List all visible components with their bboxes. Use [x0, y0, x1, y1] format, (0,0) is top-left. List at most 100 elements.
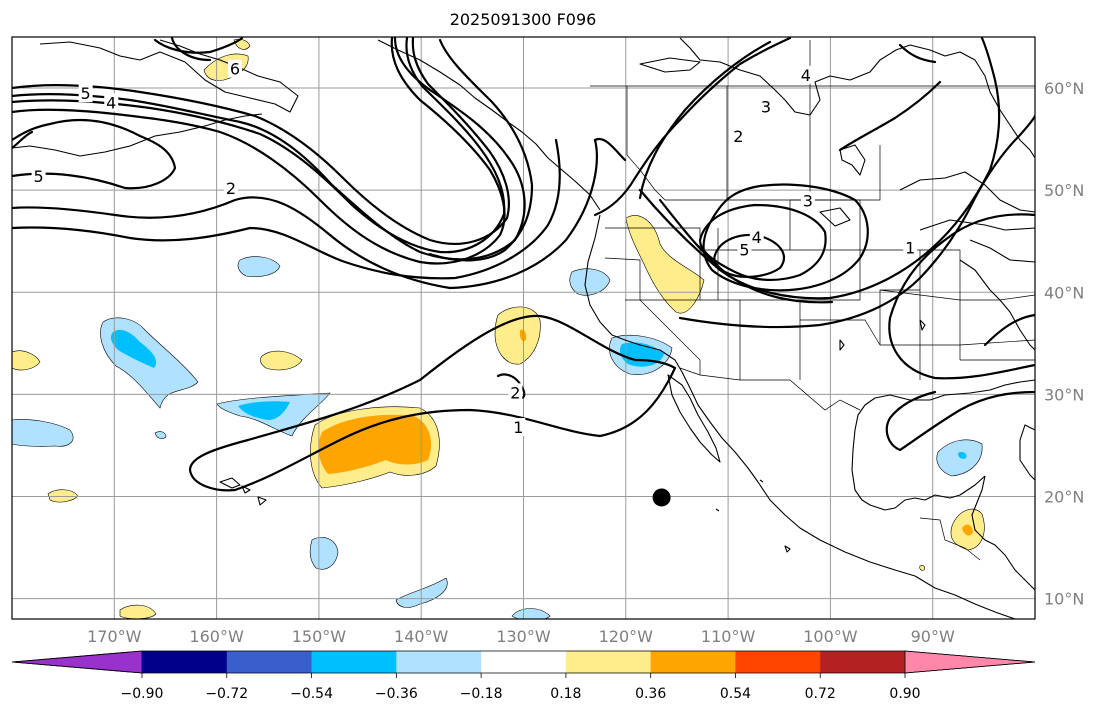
shade-blob: [260, 350, 303, 371]
contour-label-bg: [800, 191, 815, 210]
lat-tick-label: 20°N: [1044, 487, 1084, 506]
shade-blob: [237, 256, 281, 277]
shade-blob: [12, 350, 41, 371]
contour-label: 1: [513, 418, 523, 437]
colorbar-segment: [142, 651, 228, 673]
contour-line: [428, 38, 534, 262]
contour-label-bg: [731, 127, 746, 146]
colorbar-segment: [820, 651, 906, 673]
lon-tick-label: 100°W: [803, 627, 858, 646]
contour-label-bg: [78, 84, 93, 103]
contour-label-bg: [104, 93, 119, 112]
colorbar-tick-label: 0.90: [889, 686, 920, 702]
lat-tick-label: 40°N: [1044, 283, 1084, 302]
coastline: [39, 39, 299, 113]
shade-blob: [12, 419, 74, 447]
contour-line: [170, 37, 212, 62]
colorbar-tick-label: 0.54: [720, 686, 751, 702]
shade-blob: [154, 431, 167, 439]
gridlines: [12, 37, 1035, 619]
lon-tick-label: 160°W: [189, 627, 244, 646]
contour-label: 2: [510, 383, 520, 402]
coastline: [1019, 424, 1035, 481]
lon-tick-label: 110°W: [701, 627, 756, 646]
shade-blob: [119, 604, 157, 619]
contour-label: 1: [905, 238, 915, 257]
colorbar: −0.90 −0.72 −0.54 −0.36 −0.18 0.18 0.36 0.54 0.7…: [11, 650, 1036, 702]
contour-line: [638, 37, 1001, 300]
storm-position-marker: [652, 488, 671, 507]
contour-label: 4: [801, 66, 811, 85]
contour-line: [12, 37, 244, 150]
shade-blob: [511, 608, 551, 619]
colorbar-segment: [481, 651, 567, 673]
map-frame: [11, 36, 1036, 620]
coastline: [959, 259, 1035, 351]
colorbar-tick-label: −0.72: [205, 686, 248, 702]
contour-label: 4: [106, 93, 116, 112]
lon-tick-label: 130°W: [496, 627, 551, 646]
colorbar-extend-high: [904, 650, 1036, 674]
lat-tick-label: 50°N: [1044, 181, 1084, 200]
coastline: [919, 219, 1035, 263]
shade-blob: [318, 414, 432, 474]
political-borders: [590, 40, 1035, 561]
contour-line: [885, 390, 1035, 452]
colorbar-tick-label: 0.18: [550, 686, 581, 702]
colorbar-segment: [565, 651, 652, 673]
coastline: [584, 214, 1016, 619]
coastline: [219, 477, 267, 506]
contour-line: [12, 37, 510, 245]
contour-line: [12, 37, 506, 265]
contour-label-bg: [737, 240, 752, 259]
contour-label: 3: [803, 191, 813, 210]
contour-line: [698, 203, 827, 282]
shaded-anomaly-areas: [12, 38, 985, 619]
contour-label: 2: [226, 179, 236, 198]
colorbar-tick-label: 0.72: [805, 686, 836, 702]
coastline: [899, 171, 1035, 213]
contour-label-bg: [228, 59, 243, 78]
contour-label-bg: [798, 65, 813, 84]
coastline: [667, 374, 721, 463]
colorbar-segment: [396, 651, 482, 673]
contour-line: [713, 233, 785, 278]
contour-line: [888, 213, 1035, 380]
shade-blob: [569, 268, 611, 296]
lat-tick-label: 10°N: [1044, 590, 1084, 609]
coastlines: [12, 37, 1035, 619]
border-line: [679, 367, 861, 411]
coastline: [839, 144, 866, 176]
shade-blob: [962, 524, 973, 536]
shade-blob: [936, 439, 983, 477]
contour-lines: [12, 37, 1035, 492]
border-line: [639, 199, 881, 380]
coastline: [971, 475, 1035, 591]
contour-label: 2: [733, 127, 743, 146]
colorbar-segment: [735, 651, 821, 673]
coastline: [679, 37, 1035, 159]
shade-blob: [309, 537, 339, 570]
lat-tick-label: 30°N: [1044, 385, 1084, 404]
shade-blob: [958, 451, 967, 459]
contour-line: [658, 183, 869, 304]
contour-label-bg: [903, 238, 918, 257]
latitude-tick-labels: 60°N 50°N 40°N 30°N 20°N 10°N: [1044, 79, 1084, 609]
colorbar-segment: [650, 651, 736, 673]
contour-label: 3: [761, 97, 771, 116]
border-line: [604, 200, 791, 301]
colorbar-segment: [226, 651, 313, 673]
lon-tick-label: 170°W: [87, 627, 142, 646]
contour-label-bg: [508, 383, 523, 402]
colorbar-tick-label: −0.54: [290, 686, 333, 702]
contour-label: 5: [81, 84, 91, 103]
lat-tick-label: 60°N: [1044, 79, 1084, 98]
contour-line: [983, 313, 1035, 347]
colorbar-tick-label: −0.36: [375, 686, 418, 702]
contour-label-bg: [749, 228, 764, 247]
coastline: [819, 207, 926, 351]
shade-blob: [625, 215, 705, 314]
lon-tick-label: 120°W: [599, 627, 654, 646]
